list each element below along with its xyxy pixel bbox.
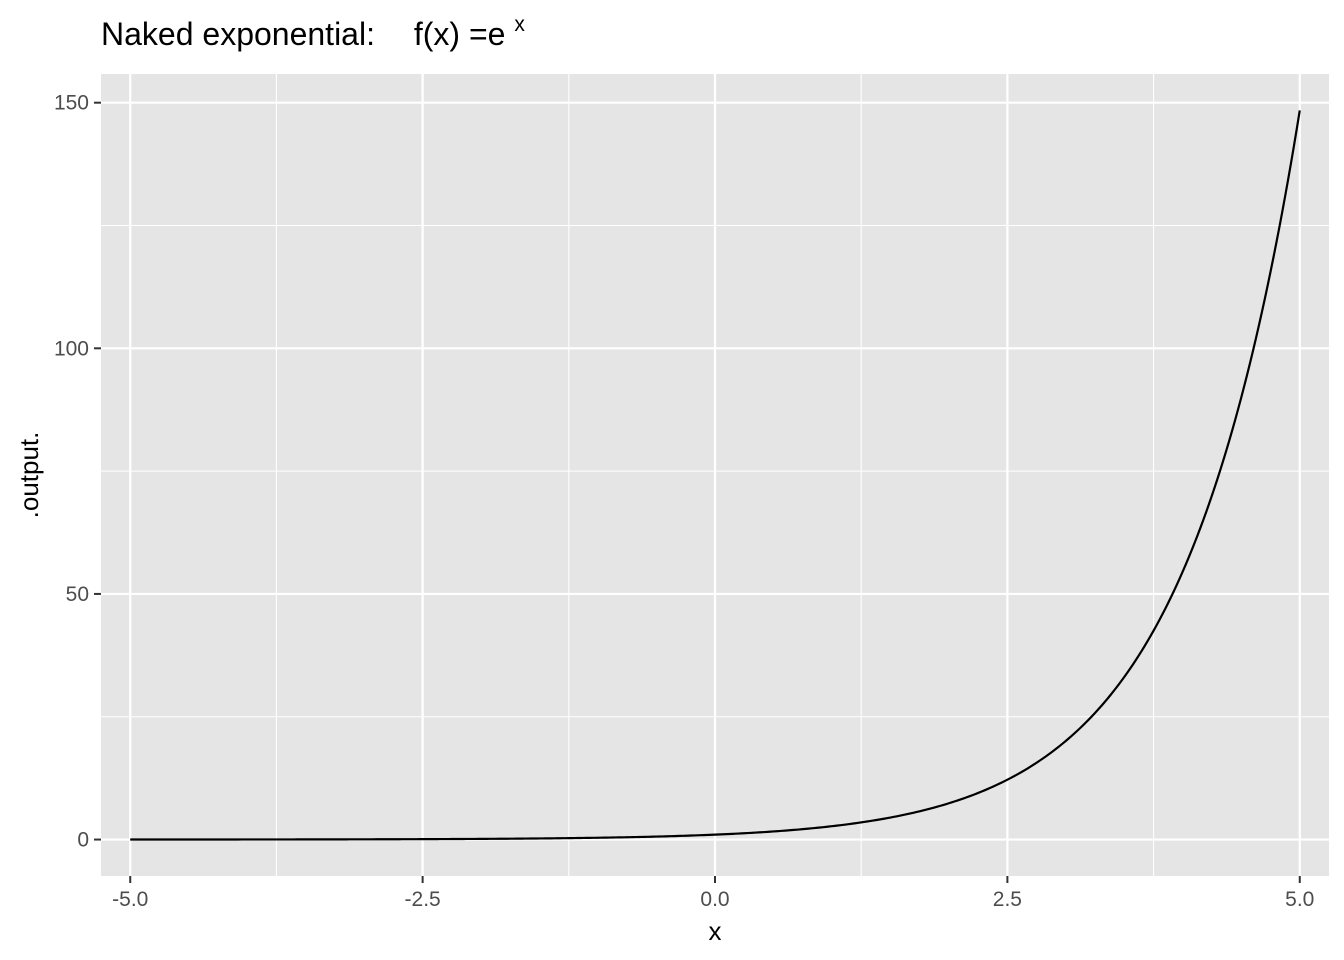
title-main: Naked exponential: [101,16,375,52]
y-axis: 0 50 100 150 [54,92,101,852]
y-tick-label: 50 [66,583,89,606]
x-axis-title: x [709,916,722,946]
x-tick-label: 0.0 [700,888,729,911]
title-formula: f(x) =e [414,16,506,52]
x-tick-label: 2.5 [993,888,1022,911]
y-tick-label: 100 [54,337,89,360]
series-layer [130,110,1301,841]
chart-title: Naked exponential: f(x) =e x [101,13,525,52]
x-tick-label: -2.5 [405,888,441,911]
y-tick-label: 150 [54,92,89,115]
y-axis-title: .output. [14,432,44,519]
series-line-0 [130,110,1301,841]
x-axis: -5.0 -2.5 0.0 2.5 5.0 [112,876,1314,911]
major-gridlines [101,74,1329,876]
x-tick-label: -5.0 [112,888,148,911]
y-tick-label: 0 [77,829,89,852]
title-superscript: x [514,13,525,36]
x-tick-label: 5.0 [1285,888,1314,911]
